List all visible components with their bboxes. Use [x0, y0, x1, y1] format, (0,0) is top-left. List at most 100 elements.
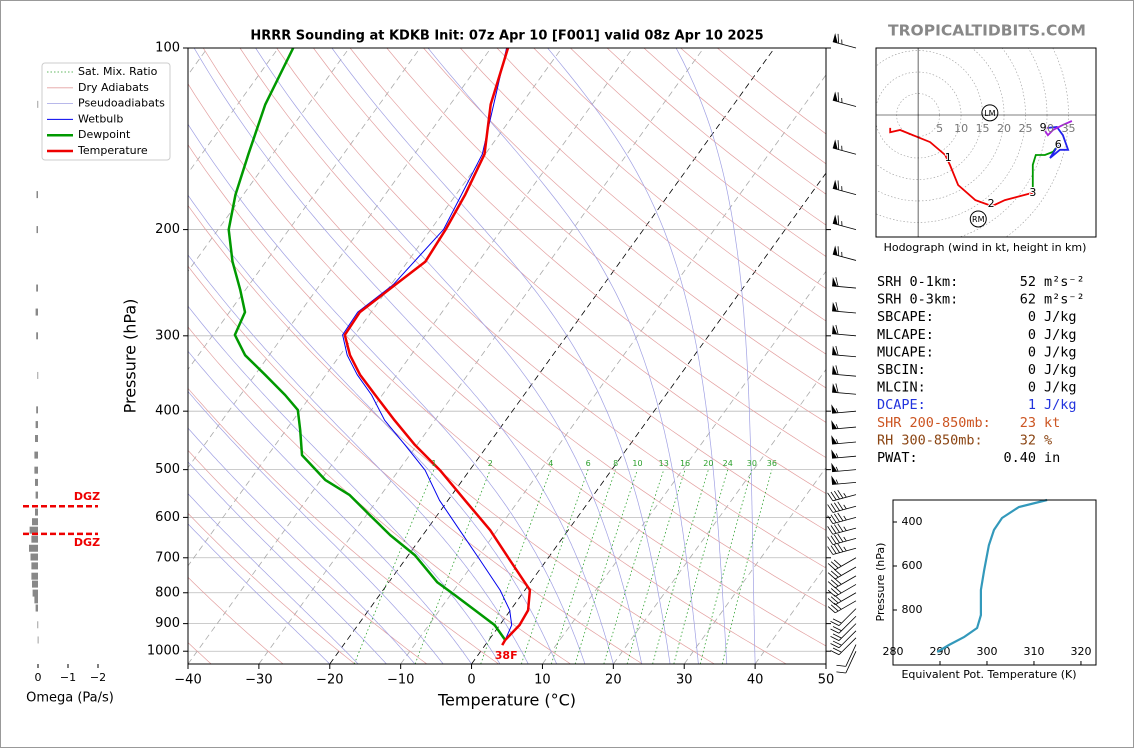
- mixing-ratio-line: [521, 469, 589, 664]
- index-unit: J/kg: [1044, 344, 1077, 360]
- pseudoadiabat: [188, 305, 501, 664]
- omega-bar: [37, 100, 39, 108]
- index-unit: in: [1044, 450, 1060, 466]
- barb-staff: [832, 333, 857, 337]
- mixing-ratio-line: [574, 469, 638, 664]
- barb-flag: [831, 420, 838, 430]
- wind-barb: [827, 533, 857, 545]
- index-unit: J/kg: [1044, 309, 1077, 325]
- barb-half: [835, 466, 839, 472]
- hodo-frame: [875, 47, 1097, 238]
- hodo-ring-label: 15: [976, 122, 990, 135]
- barb-flag: [832, 365, 838, 375]
- barb-flag: [832, 245, 838, 256]
- wind-barb: [832, 139, 857, 155]
- barb-feather: [832, 640, 842, 646]
- y-tick-label: 200: [155, 222, 180, 237]
- isotherm: [188, 48, 279, 174]
- dry-adiabat: [202, 48, 826, 607]
- index-unit: J/kg: [1044, 362, 1077, 378]
- omega-bar: [32, 580, 38, 588]
- dry-adiabat: [460, 48, 826, 355]
- barb-staff: [832, 547, 857, 555]
- omega-bar: [31, 535, 38, 543]
- index-unit: %: [1044, 432, 1052, 448]
- index-value: 52: [1020, 274, 1036, 290]
- pseudoadiabat: [255, 48, 643, 664]
- omega-bar: [35, 435, 38, 443]
- barb-flag: [831, 449, 838, 459]
- wind-barb: [830, 637, 857, 656]
- barb-feather: [830, 588, 839, 595]
- x-tick-label: 0: [35, 671, 42, 684]
- mixing-ratio-label: 20: [703, 459, 713, 468]
- wind-barb: [832, 214, 857, 230]
- pseudoadiabat: [188, 523, 331, 664]
- barb-feather: [835, 345, 839, 356]
- pseudoadiabat: [188, 461, 387, 664]
- omega-bar: [34, 466, 38, 474]
- mixing-ratio-label: 16: [680, 459, 690, 468]
- pseudoadiabat: [427, 48, 699, 664]
- index-label: SRH 0-1km:: [877, 274, 958, 290]
- barb-feather: [827, 504, 834, 513]
- barb-feather: [830, 491, 837, 501]
- barb-feather: [830, 570, 839, 578]
- mixing-ratio-label: 24: [723, 459, 733, 468]
- x-tick-label: −30: [245, 673, 272, 688]
- mixing-ratio-label: 2: [488, 459, 493, 468]
- barb-flag: [832, 383, 838, 393]
- legend-label: Dry Adiabats: [78, 81, 149, 94]
- wind-barb: [832, 301, 857, 314]
- profile-line: [227, 48, 507, 641]
- barb-flag: [831, 462, 838, 472]
- index-value: 0: [1028, 327, 1036, 343]
- index-value: 0: [1028, 309, 1036, 325]
- dry-adiabat: [386, 48, 826, 423]
- barb-flag: [831, 475, 838, 485]
- barb-feather: [834, 490, 840, 500]
- barb-staff: [845, 651, 857, 674]
- plot-frame: [187, 47, 827, 665]
- wind-barb: [831, 404, 857, 414]
- barb-half: [843, 526, 847, 531]
- omega-bar: [36, 332, 38, 340]
- mixing-ratio-label: 8: [613, 459, 618, 468]
- y-tick-label: 300: [155, 328, 180, 343]
- barb-half: [835, 424, 839, 429]
- isotherm: [188, 48, 421, 371]
- wind-barb: [832, 276, 857, 289]
- index-unit: J/kg: [1044, 380, 1077, 396]
- dry-adiabat: [188, 512, 356, 664]
- hodo-height-label: 3: [1029, 186, 1036, 199]
- dry-adiabat: [349, 48, 826, 459]
- index-label: SBCIN:: [877, 362, 926, 378]
- legend-label: Wetbulb: [78, 112, 123, 125]
- barb-half: [835, 439, 839, 444]
- index-unit: m²s⁻²: [1044, 274, 1085, 290]
- wind-barb: [831, 449, 857, 459]
- barb-feather: [837, 501, 844, 510]
- wind-barb: [836, 644, 857, 667]
- omega-bar: [35, 421, 38, 429]
- barb-feather: [833, 577, 842, 585]
- isotherm: [188, 48, 563, 567]
- barb-staff: [832, 505, 857, 513]
- omega-bar: [31, 562, 38, 570]
- mixing-ratio-line: [699, 469, 753, 664]
- wind-barb: [827, 584, 857, 597]
- dry-adiabat: [276, 48, 826, 531]
- barb-staff: [838, 630, 857, 649]
- barb-feather: [836, 671, 846, 674]
- site-label: TROPICALTIDBITS.COM: [888, 22, 1086, 40]
- barb-feather: [837, 246, 840, 256]
- barb-feather: [837, 543, 844, 552]
- y-tick-label: 100: [155, 41, 180, 56]
- index-value: 0: [1028, 380, 1036, 396]
- y-tick-label: 900: [155, 616, 180, 631]
- wind-barb: [827, 557, 857, 571]
- barb-feather: [835, 383, 839, 393]
- barb-staff: [835, 575, 857, 589]
- mixing-ratio-label: 30: [747, 459, 757, 468]
